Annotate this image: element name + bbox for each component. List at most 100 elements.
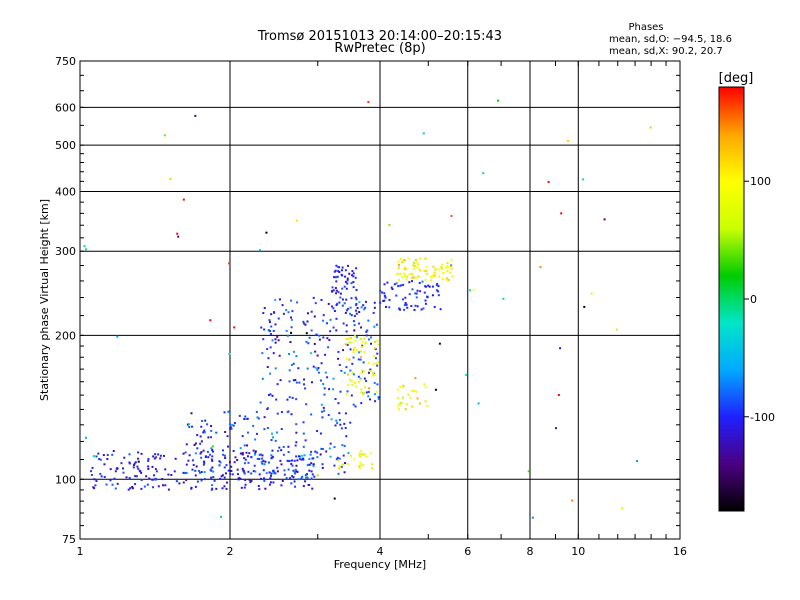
data-point [335,329,338,332]
data-point [90,470,93,473]
data-point [244,483,247,486]
data-point [271,449,274,452]
data-point [353,346,356,349]
data-point [202,463,205,466]
data-point [405,267,408,270]
data-point [302,320,305,323]
data-point [129,487,132,490]
data-point [413,390,416,393]
data-point [360,388,363,391]
data-point [228,352,231,355]
data-point [272,436,275,439]
data-point [295,470,298,473]
data-point [403,266,406,269]
data-point [313,342,316,345]
data-point [262,469,265,472]
data-point [371,374,374,377]
data-point [370,342,373,345]
data-point [352,348,355,351]
data-point [132,466,135,469]
data-point [327,302,330,305]
data-point [527,470,530,473]
data-point [152,478,155,481]
data-point [299,455,302,458]
data-point [559,347,562,350]
data-point [335,304,338,307]
data-point [102,454,105,457]
data-point [276,449,279,452]
data-point [344,269,347,272]
data-point [297,478,300,481]
data-point [185,478,188,481]
data-point [354,385,357,388]
data-point [477,402,480,405]
data-point [272,469,275,472]
data-point [286,334,289,337]
data-point [285,477,288,480]
data-point [248,452,251,455]
data-point [243,462,246,465]
data-point [502,297,505,300]
data-point [147,467,150,470]
data-point [413,261,416,264]
colorbar-ticks: 100 0 -100 [744,175,775,424]
data-point [143,485,146,488]
data-point [292,350,295,353]
data-point [362,464,365,467]
data-point [292,469,295,472]
data-point [424,386,427,389]
data-point [270,325,273,328]
data-point [434,388,437,391]
data-point [337,472,340,475]
data-point [269,372,272,375]
data-point [83,245,86,248]
data-point [186,423,189,426]
data-point [225,487,228,490]
data-point [423,269,426,272]
data-point [465,373,468,376]
data-point [152,486,155,489]
data-point [173,470,176,473]
data-point [148,477,151,480]
data-point [90,473,93,476]
data-point [137,460,140,463]
data-point [95,480,98,483]
data-point [291,464,294,467]
data-point [404,296,407,299]
data-point [410,272,413,275]
data-point [224,472,227,475]
data-point [268,461,271,464]
data-point [290,462,293,465]
data-point [258,457,261,460]
data-point [358,380,361,383]
y-axis: 75 100 200 300 400 500 600 750 [55,55,680,546]
data-point [403,259,406,262]
data-point [322,406,325,409]
data-point [311,487,314,490]
data-point [280,411,283,414]
data-point [258,453,261,456]
data-point [557,393,560,396]
data-point [333,270,336,273]
data-point [243,444,246,447]
data-point [335,289,338,292]
data-point [377,361,380,364]
data-point [264,460,267,463]
data-point [331,290,334,293]
x-tick-label: 16 [673,545,687,558]
data-point [472,288,475,291]
data-point [294,468,297,471]
y-tick-label: 400 [55,185,76,198]
data-point [273,311,276,314]
data-point [352,286,355,289]
data-point [348,312,351,315]
data-point [435,284,438,287]
data-point [270,454,273,457]
data-point [422,132,425,135]
data-point [373,325,376,328]
data-point [252,449,255,452]
data-point [132,464,135,467]
y-axis-label: Stationary phase Virtual Height [km] [38,199,51,401]
data-point [306,312,309,315]
data-point [262,460,265,463]
